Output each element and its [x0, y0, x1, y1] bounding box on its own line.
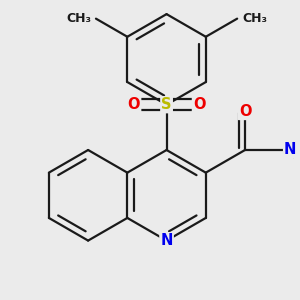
Text: O: O — [193, 97, 206, 112]
Text: O: O — [239, 104, 251, 119]
Text: N: N — [160, 233, 173, 248]
Text: O: O — [128, 97, 140, 112]
Text: CH₃: CH₃ — [242, 12, 267, 25]
Text: N: N — [284, 142, 296, 158]
Text: S: S — [161, 97, 172, 112]
Text: CH₃: CH₃ — [66, 12, 91, 25]
